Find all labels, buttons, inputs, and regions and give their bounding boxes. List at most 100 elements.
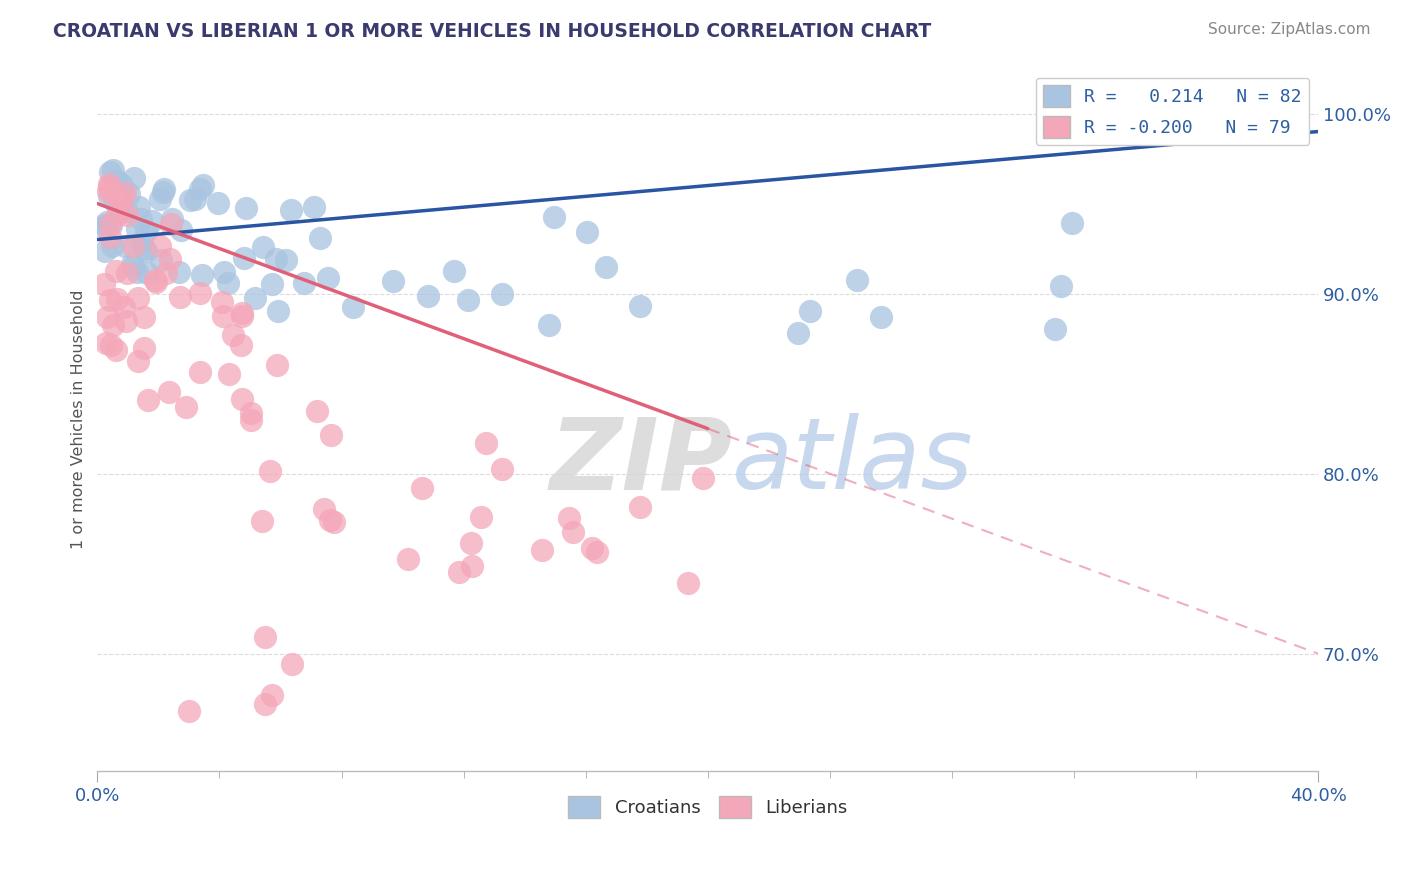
Point (316, 271, 339, 285)
Point (150, 252, 173, 267)
Point (1201, 110, 1223, 124)
Point (188, 285, 211, 300)
Point (212, 264, 235, 278)
Point (207, 196, 229, 211)
Point (239, 413, 262, 427)
Point (162, 212, 184, 227)
Point (135, 224, 157, 238)
Point (97, 184, 120, 198)
Point (188, 182, 211, 196)
Point (576, 225, 599, 239)
Point (177, 704, 200, 718)
Point (191, 178, 214, 192)
Point (264, 252, 287, 266)
Point (104, 194, 127, 209)
Point (191, 268, 214, 282)
Point (692, 470, 714, 484)
Point (188, 365, 211, 379)
Point (104, 263, 127, 277)
Point (127, 354, 149, 368)
Point (254, 630, 277, 644)
Point (98, 178, 121, 192)
Point (152, 185, 174, 199)
Point (136, 393, 159, 408)
Point (110, 191, 132, 205)
Point (96, 310, 118, 325)
Point (105, 343, 128, 357)
Point (253, 697, 276, 711)
Point (595, 260, 617, 275)
Point (112, 301, 135, 315)
Point (396, 551, 419, 566)
Point (97, 189, 120, 203)
Point (170, 223, 193, 237)
Point (122, 260, 145, 275)
Point (159, 217, 181, 231)
Point (319, 428, 342, 442)
Point (167, 265, 190, 279)
Point (869, 310, 891, 324)
Point (184, 192, 207, 206)
Point (274, 252, 297, 267)
Point (235, 202, 257, 216)
Point (145, 275, 167, 289)
Point (305, 403, 328, 417)
Point (243, 291, 266, 305)
Point (262, 277, 284, 291)
Point (530, 542, 553, 557)
Point (676, 576, 699, 591)
Point (411, 481, 433, 495)
Point (93, 219, 115, 234)
Point (93, 277, 115, 292)
Point (581, 541, 603, 555)
Point (115, 208, 138, 222)
Point (96, 215, 118, 229)
Point (122, 170, 145, 185)
Point (443, 264, 465, 278)
Point (110, 202, 132, 216)
Point (302, 200, 325, 214)
Point (132, 342, 155, 356)
Point (799, 303, 821, 318)
Point (266, 358, 288, 372)
Point (101, 318, 124, 333)
Point (292, 276, 315, 290)
Point (1049, 279, 1071, 293)
Point (129, 212, 152, 227)
Point (232, 251, 254, 265)
Point (112, 187, 135, 202)
Point (312, 502, 335, 516)
Point (125, 265, 148, 279)
Point (323, 515, 346, 529)
Point (100, 219, 122, 233)
Point (280, 203, 302, 218)
Point (105, 174, 128, 188)
Point (252, 514, 274, 528)
Point (281, 657, 304, 671)
Point (118, 186, 141, 201)
Point (211, 309, 233, 323)
Point (231, 309, 253, 323)
Point (461, 559, 484, 574)
Point (98, 230, 121, 244)
Point (418, 289, 440, 303)
Point (141, 213, 163, 227)
Point (231, 338, 253, 352)
Point (475, 436, 498, 450)
Point (240, 406, 263, 420)
Point (470, 509, 492, 524)
Point (174, 400, 197, 414)
Point (491, 287, 513, 301)
Point (218, 368, 240, 382)
Point (1261, 119, 1284, 133)
Point (157, 384, 180, 399)
Text: Source: ZipAtlas.com: Source: ZipAtlas.com (1208, 22, 1371, 37)
Point (1043, 322, 1066, 336)
Point (100, 293, 122, 307)
Point (115, 314, 138, 328)
Text: CROATIAN VS LIBERIAN 1 OR MORE VEHICLES IN HOUSEHOLD CORRELATION CHART: CROATIAN VS LIBERIAN 1 OR MORE VEHICLES … (53, 22, 932, 41)
Point (104, 175, 127, 189)
Point (786, 326, 808, 340)
Legend: Croatians, Liberians: Croatians, Liberians (561, 789, 855, 825)
Text: atlas: atlas (733, 413, 974, 510)
